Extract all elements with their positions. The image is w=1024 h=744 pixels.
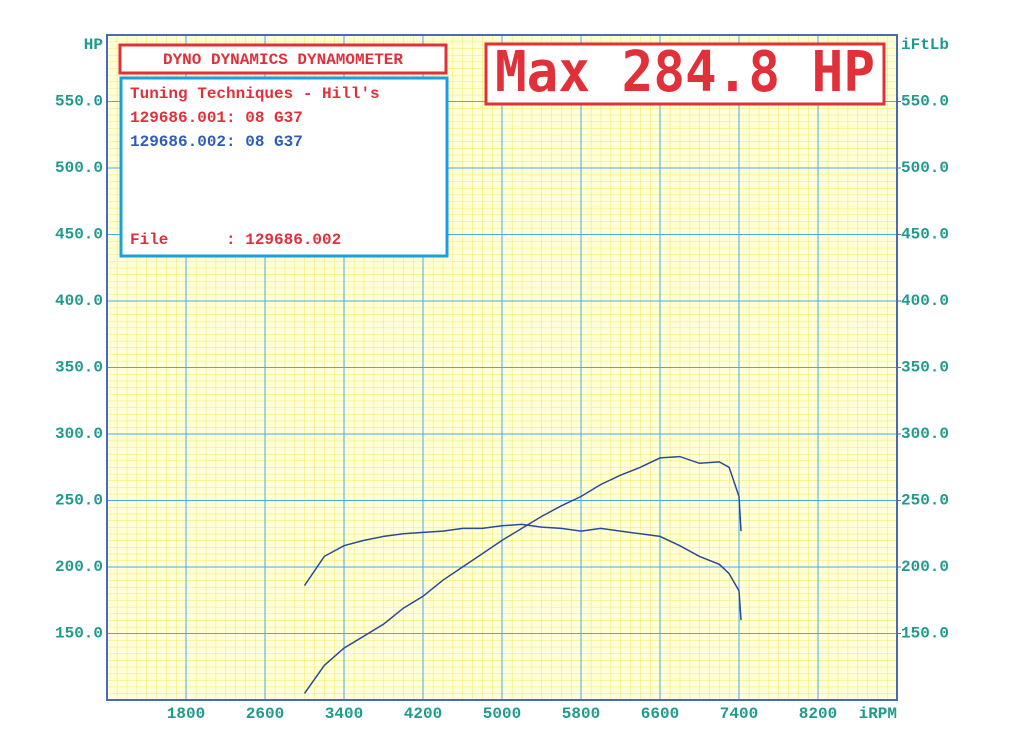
x-tick-label: 3400 [325,705,363,723]
y2-tick-label: 350.0 [901,359,949,377]
y-tick-label: 550.0 [55,93,103,111]
y-tick-label: 500.0 [55,159,103,177]
file-name: File : 129686.002 [130,231,341,249]
max-box [484,42,886,106]
x-tick-label: 1800 [167,705,205,723]
label-layer: 1800 2600 3400 4200 5000 5800 6600 7400 8200 150.… [55,36,949,723]
x-tick-label: 7400 [720,705,758,723]
y-tick-label: 400.0 [55,292,103,310]
y2-tick-label: 500.0 [901,159,949,177]
y-axis-label: HP [84,36,103,54]
y-tick-label: 450.0 [55,226,103,244]
chart-title: DYNO DYNAMICS DYNAMOMETER [163,51,403,69]
info-box [119,76,449,258]
x-tick-label: 4200 [404,705,442,723]
y-tick-label: 300.0 [55,425,103,443]
y2-tick-label: 200.0 [901,558,949,576]
legend-entry: 129686.002: 08 G37 [130,133,303,151]
y2-tick-label: 550.0 [901,93,949,111]
y2-tick-label: 300.0 [901,425,949,443]
y2-axis-label: iFtLb [901,36,949,54]
x-tick-label: 6600 [641,705,679,723]
x-tick-label: 5800 [562,705,600,723]
x-axis-label: iRPM [859,705,897,723]
y2-tick-label: 450.0 [901,226,949,244]
y-tick-label: 350.0 [55,359,103,377]
legend-entry: 129686.001: 08 G37 [130,109,303,127]
y-tick-label: 150.0 [55,625,103,643]
y2-tick-label: 250.0 [901,492,949,510]
series-layer [303,455,742,694]
series-line [303,455,742,694]
y-tick-label: 250.0 [55,492,103,510]
y-tick-label: 200.0 [55,558,103,576]
series-line [303,523,742,621]
title-box [118,43,448,75]
y2-tick-label: 400.0 [901,292,949,310]
x-tick-label: 5000 [483,705,521,723]
x-tick-label: 2600 [246,705,284,723]
x-tick-label: 8200 [799,705,837,723]
max-label: Max 284.8 HP [495,40,875,105]
shop-name: Tuning Techniques - Hill's [130,85,380,103]
y2-tick-label: 150.0 [901,625,949,643]
